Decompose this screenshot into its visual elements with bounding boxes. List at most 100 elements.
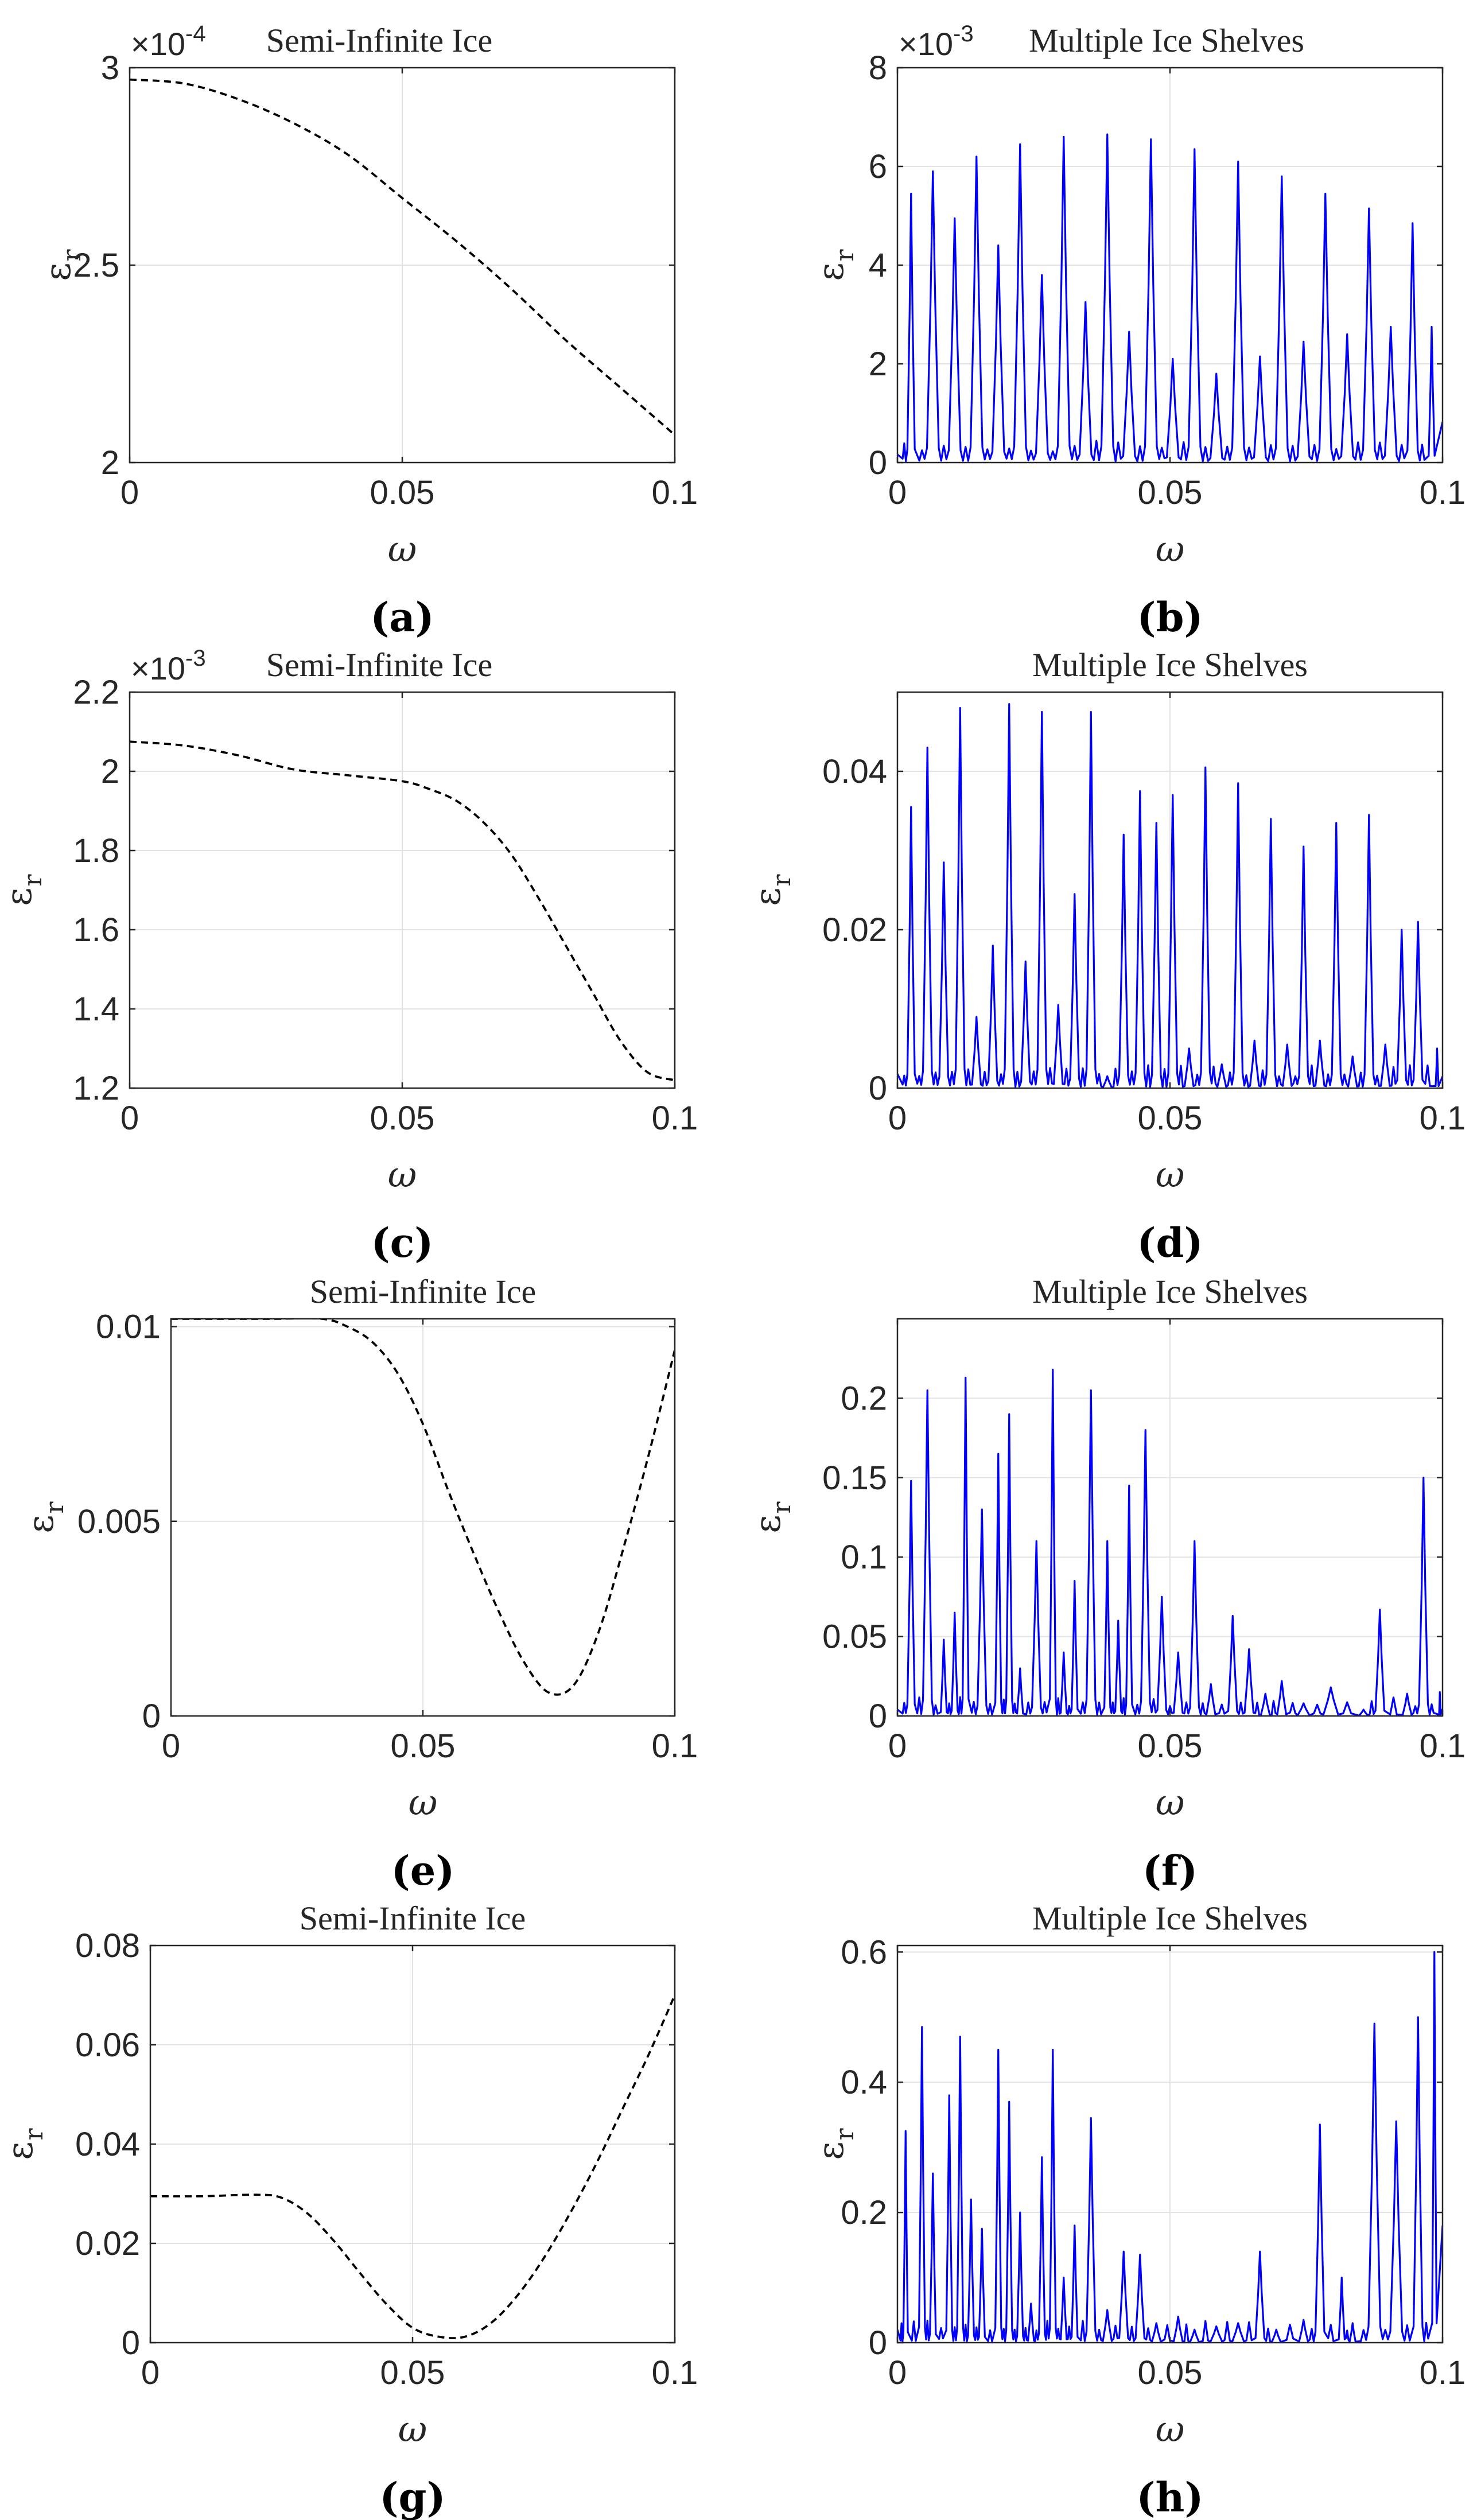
panel-label: (c) — [371, 1219, 434, 1267]
y-tick-label: 1.8 — [73, 832, 119, 869]
y-tick-label: 2 — [101, 753, 119, 790]
chart-panel-a: 0 0.05 0.122.53×10-4 Semi-Infinite Iceωεr(a… — [37, 21, 698, 641]
y-tick-label: 0 — [869, 444, 887, 482]
axis-exponent: ×10-3 — [131, 646, 206, 686]
x-tick-label: 0 — [888, 1727, 907, 1765]
y-tick-label: 1.6 — [73, 911, 119, 949]
y-tick-label: 2.5 — [73, 247, 119, 284]
chart-title: Semi-Infinite Ice — [266, 22, 493, 59]
series-line-multiple — [897, 703, 1443, 1088]
x-tick-label: 0.1 — [1420, 474, 1466, 511]
y-tick-label: 8 — [869, 49, 887, 87]
y-tick-label: 0 — [122, 2324, 140, 2362]
x-tick-label: 0.1 — [1420, 1100, 1466, 1137]
y-axis-label-subscript: r — [40, 1501, 69, 1513]
y-tick-label: 0.08 — [75, 1927, 140, 1964]
x-tick-label: 0 — [120, 1100, 139, 1137]
x-axis-label: ω — [388, 1154, 417, 1195]
x-tick-label: 0 — [888, 474, 907, 511]
x-axis-label: ω — [398, 2408, 427, 2450]
y-tick-label: 0.005 — [77, 1503, 161, 1540]
y-axis-label: εr — [20, 1501, 69, 1533]
series-line-semi-infinite — [150, 1994, 675, 2340]
axis-exponent-power: -3 — [953, 21, 974, 46]
x-tick-label: 0.1 — [652, 474, 698, 511]
chart-panel-e: 0 0.05 0.1 0 0.005 0.01 Semi-Infinite Ice ω εr (e… — [20, 1273, 698, 1894]
y-axis-label-subscript: r — [767, 873, 796, 886]
y-tick-label: 1.4 — [73, 991, 119, 1028]
y-tick-label: 0.04 — [822, 753, 887, 790]
y-axis-label: εr — [810, 248, 860, 281]
x-axis-label: ω — [388, 528, 417, 570]
y-tick-label: 0 — [869, 2324, 887, 2362]
x-axis-label: ω — [1156, 1154, 1185, 1195]
y-tick-label: 0 — [142, 1698, 161, 1735]
x-axis-label: ω — [1156, 2408, 1185, 2450]
y-tick-label: 0.06 — [75, 2026, 140, 2064]
y-tick-label: 2 — [101, 444, 119, 482]
y-tick-label: 0.4 — [841, 2064, 887, 2101]
x-tick-label: 0.05 — [1138, 1100, 1203, 1137]
chart-title: Semi-Infinite Ice — [266, 646, 493, 684]
x-axis-label: ω — [1156, 528, 1185, 570]
x-tick-label: 0 — [141, 2354, 160, 2391]
panel-label: (g) — [379, 2474, 445, 2520]
panel-label: (e) — [391, 1847, 455, 1894]
panel-label: (h) — [1136, 2474, 1203, 2520]
y-tick-label: 0.05 — [822, 1618, 887, 1656]
y-tick-label: 2 — [869, 345, 887, 383]
panel-label: (d) — [1137, 1219, 1203, 1267]
y-tick-label: 0.1 — [841, 1539, 887, 1576]
chart-panel-b: 0 0.05 0.1 0 2 4 6 8 ×10-3 Multiple Ice Shelves ω ε… — [810, 21, 1466, 641]
series-line-multiple — [897, 1368, 1443, 1716]
chart-title: Multiple Ice Shelves — [1032, 646, 1308, 684]
y-axis-label: εr — [747, 873, 796, 906]
y-axis-label-subscript: r — [767, 1501, 796, 1513]
x-tick-label: 0.05 — [391, 1727, 456, 1765]
y-axis-label: εr — [0, 873, 48, 906]
x-tick-label: 0 — [888, 2354, 907, 2391]
y-tick-label: 0.02 — [822, 911, 887, 949]
y-tick-label: 0.6 — [841, 1933, 887, 1971]
chart-title: Semi-Infinite Ice — [300, 1900, 526, 1937]
x-tick-label: 0.1 — [652, 2354, 698, 2391]
chart-title: Multiple Ice Shelves — [1032, 1273, 1308, 1310]
x-axis-label: ω — [1156, 1781, 1185, 1823]
series-line-semi-infinite — [171, 1319, 675, 1696]
series-line-semi-infinite — [130, 740, 675, 1082]
x-tick-label: 0.05 — [370, 1100, 435, 1137]
x-axis-label: ω — [409, 1781, 438, 1823]
chart-title: Multiple Ice Shelves — [1032, 1900, 1308, 1937]
y-tick-label: 0 — [869, 1698, 887, 1735]
chart-panel-c: 0 0.05 0.1 1.2 1.4 1.6 1.8 2 2.2 ×10-3 Semi-Infini… — [0, 646, 698, 1267]
y-tick-label: 1.2 — [73, 1070, 119, 1107]
axis-exponent-power: -4 — [185, 21, 206, 46]
y-tick-label: 0.01 — [96, 1308, 161, 1346]
chart-panel-g: 0 0.05 0.1 0 0.02 0.04 0.06 0.08 Semi-Infinite I… — [0, 1900, 698, 2520]
panel-label: (f) — [1142, 1847, 1198, 1894]
y-tick-label: 3 — [101, 49, 119, 87]
y-axis-label: εr — [810, 2127, 860, 2160]
axis-exponent-power: -3 — [185, 646, 206, 671]
x-tick-label: 0.05 — [380, 2354, 445, 2391]
x-tick-label: 0.05 — [1138, 2354, 1203, 2391]
axis-exponent: ×10-4 — [131, 21, 206, 62]
x-tick-label: 0.05 — [370, 474, 435, 511]
chart-panel-h: 0 0.05 0.1 0 0.2 0.4 0.6 Multiple Ice Shelves ω ε… — [810, 1900, 1466, 2520]
x-tick-label: 0.1 — [1420, 2354, 1466, 2391]
y-axis-label-subscript: r — [20, 2127, 49, 2140]
y-axis-label-subscript: r — [18, 873, 48, 886]
y-axis-label-subscript: r — [830, 248, 860, 261]
y-axis-label: εr — [0, 2127, 49, 2160]
y-tick-label: 0.15 — [822, 1459, 887, 1497]
y-tick-label: 2.2 — [73, 674, 119, 711]
y-axis-label-subscript: r — [830, 2127, 860, 2140]
y-tick-label: 0.2 — [841, 2194, 887, 2231]
series-line-multiple — [897, 133, 1443, 463]
x-tick-label: 0 — [888, 1100, 907, 1137]
chart-title: Multiple Ice Shelves — [1029, 22, 1304, 59]
x-tick-label: 0.1 — [1420, 1727, 1466, 1765]
series-line-semi-infinite — [130, 78, 675, 436]
y-tick-label: 0.02 — [75, 2225, 140, 2262]
